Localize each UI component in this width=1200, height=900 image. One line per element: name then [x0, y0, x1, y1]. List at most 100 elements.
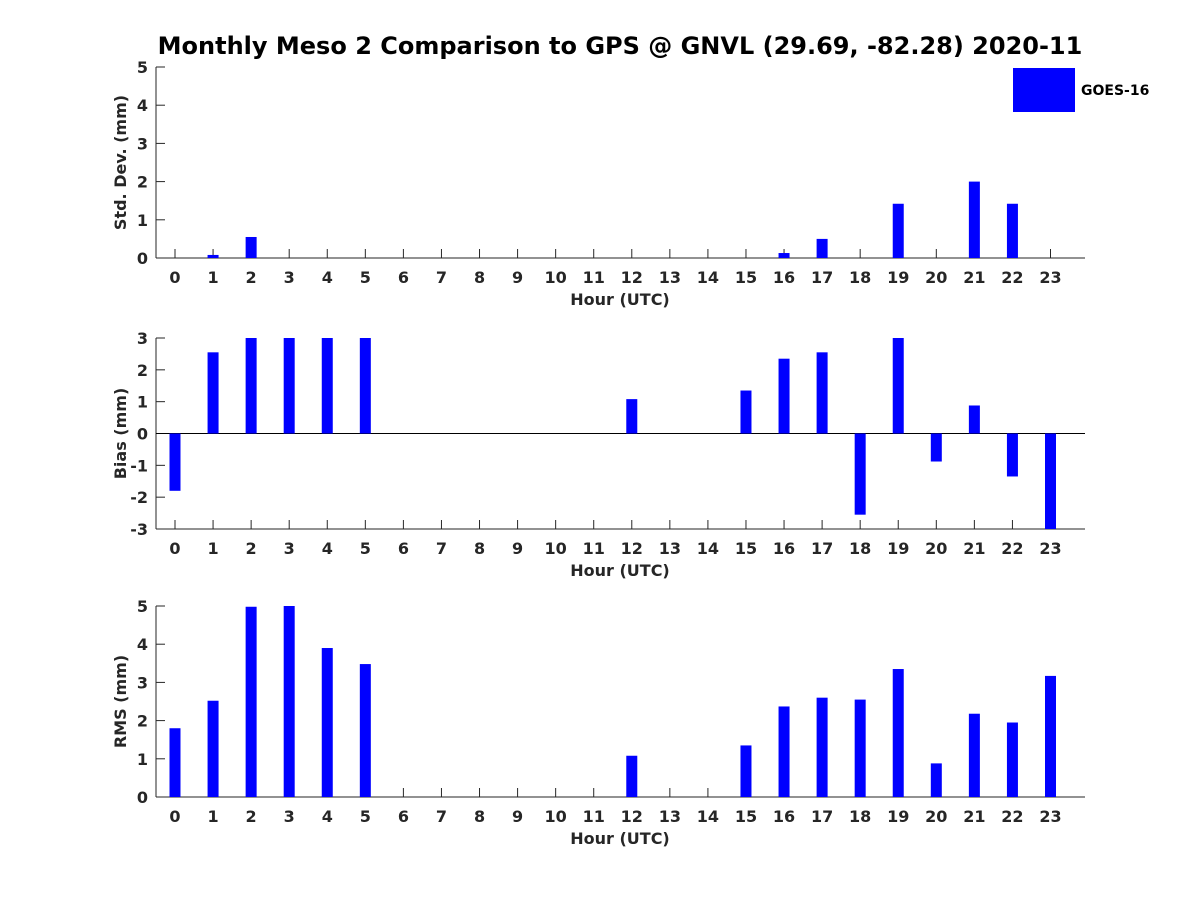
y-tick-label: 5	[137, 597, 148, 616]
legend-swatch	[1013, 68, 1075, 112]
x-tick-label: 4	[322, 539, 333, 558]
bar-hour-22	[1006, 433, 1018, 477]
y-axis-label: Bias (mm)	[111, 388, 130, 480]
y-tick-label: 1	[137, 211, 148, 230]
x-tick-label: 11	[583, 539, 605, 558]
bar-hour-3	[283, 338, 295, 434]
bar-hour-5	[359, 338, 371, 434]
x-tick-label: 21	[963, 539, 985, 558]
bar-hour-18	[854, 433, 866, 515]
y-tick-label: -2	[130, 488, 148, 507]
y-tick-label: 0	[137, 249, 148, 268]
y-tick-label: 1	[137, 750, 148, 769]
bar-hour-21	[968, 181, 980, 258]
bar-hour-0	[169, 433, 181, 491]
y-tick-label: -3	[130, 520, 148, 539]
bar-hour-22	[1006, 722, 1018, 797]
y-tick-label: 5	[137, 58, 148, 77]
bar-hour-23	[1045, 675, 1056, 797]
x-tick-label: 8	[474, 268, 485, 287]
y-tick-label: 4	[137, 96, 148, 115]
x-tick-label: 10	[545, 539, 567, 558]
bar-hour-4	[321, 648, 333, 797]
x-tick-label: 20	[925, 539, 947, 558]
bar-hour-4	[321, 338, 333, 434]
y-tick-label: 4	[137, 635, 148, 654]
x-tick-label: 13	[659, 539, 681, 558]
bar-hour-0	[169, 728, 181, 797]
y-axis-label: Std. Dev. (mm)	[111, 95, 130, 230]
x-tick-label: 10	[545, 807, 567, 826]
x-tick-label: 15	[735, 807, 757, 826]
x-tick-label: 9	[512, 539, 523, 558]
x-tick-label: 0	[169, 807, 180, 826]
x-tick-label: 15	[735, 539, 757, 558]
x-tick-label: 23	[1039, 807, 1061, 826]
bar-hour-16	[778, 253, 790, 258]
x-axis-label: Hour (UTC)	[570, 290, 670, 309]
bar-hour-18	[854, 699, 866, 797]
x-tick-label: 9	[512, 268, 523, 287]
bar-hour-1	[207, 352, 219, 434]
x-tick-label: 13	[659, 807, 681, 826]
x-tick-label: 3	[284, 539, 295, 558]
x-tick-label: 12	[621, 268, 643, 287]
x-tick-label: 23	[1039, 539, 1061, 558]
bar-hour-12	[626, 755, 638, 797]
bar-hour-2	[245, 236, 257, 258]
y-tick-label: 3	[137, 134, 148, 153]
bar-hour-15	[740, 745, 752, 797]
bar-hour-21	[968, 713, 980, 797]
x-tick-label: 3	[284, 268, 295, 287]
x-tick-label: 2	[246, 268, 257, 287]
x-tick-label: 13	[659, 268, 681, 287]
x-tick-label: 0	[169, 268, 180, 287]
y-tick-label: 2	[137, 712, 148, 731]
x-tick-label: 22	[1001, 539, 1023, 558]
x-tick-label: 12	[621, 807, 643, 826]
bar-hour-16	[778, 706, 790, 797]
x-tick-label: 3	[284, 807, 295, 826]
x-tick-label: 6	[398, 539, 409, 558]
x-tick-label: 2	[246, 539, 257, 558]
x-tick-label: 15	[735, 268, 757, 287]
y-tick-label: 2	[137, 361, 148, 380]
bar-hour-19	[892, 203, 904, 258]
bar-hour-1	[207, 700, 219, 797]
bar-hour-22	[1006, 203, 1018, 258]
x-tick-label: 19	[887, 539, 909, 558]
x-tick-label: 12	[621, 539, 643, 558]
y-axis-label: RMS (mm)	[111, 655, 130, 748]
x-tick-label: 5	[360, 807, 371, 826]
x-tick-label: 6	[398, 268, 409, 287]
x-tick-label: 1	[207, 807, 218, 826]
x-tick-label: 0	[169, 539, 180, 558]
y-tick-label: 0	[137, 788, 148, 807]
y-tick-label: 3	[137, 329, 148, 348]
y-tick-label: -1	[130, 456, 148, 475]
x-axis-label: Hour (UTC)	[570, 561, 670, 580]
x-tick-label: 14	[697, 268, 719, 287]
y-tick-label: 2	[137, 173, 148, 192]
x-tick-label: 20	[925, 268, 947, 287]
bar-hour-21	[968, 405, 980, 434]
x-tick-label: 21	[963, 268, 985, 287]
y-tick-label: 3	[137, 673, 148, 692]
x-tick-label: 11	[583, 268, 605, 287]
bar-hour-5	[359, 664, 371, 797]
x-tick-label: 18	[849, 268, 871, 287]
x-tick-label: 7	[436, 268, 447, 287]
legend: GOES-16	[1013, 68, 1149, 112]
x-tick-label: 9	[512, 807, 523, 826]
x-axis-label: Hour (UTC)	[570, 829, 670, 848]
bar-hour-2	[245, 338, 257, 434]
x-tick-label: 23	[1039, 268, 1061, 287]
bar-hour-17	[816, 238, 828, 258]
bar-hour-3	[283, 606, 295, 797]
x-tick-label: 17	[811, 268, 833, 287]
